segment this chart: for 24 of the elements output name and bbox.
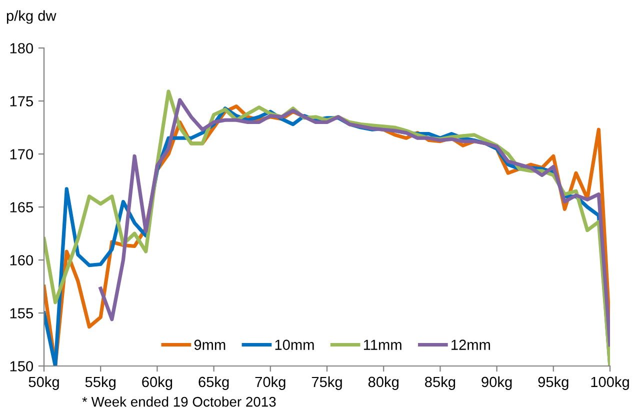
x-tick-label: 80kg — [368, 376, 398, 390]
y-tick-label: 160 — [10, 255, 34, 266]
x-tick-label: 100kg — [591, 376, 629, 390]
legend-label: 10mm — [275, 340, 314, 350]
y-axis-title: p/kg dw — [6, 10, 56, 24]
x-tick-label: 85kg — [425, 376, 456, 390]
x-tick-label: 65kg — [198, 376, 229, 390]
x-tick-label: 90kg — [482, 376, 512, 390]
y-tick-label: 175 — [10, 96, 33, 106]
y-tick-label: 170 — [10, 149, 34, 160]
y-tick-label: 155 — [10, 308, 33, 318]
legend-label: 12mm — [452, 340, 490, 350]
x-tick-label: 50kg — [28, 376, 59, 390]
x-tick-label: 75kg — [312, 376, 342, 390]
legend-label: 9mm — [194, 340, 226, 350]
y-tick-label: 165 — [10, 202, 33, 212]
x-tick-label: 60kg — [142, 376, 172, 390]
y-tick-label: 150 — [10, 361, 34, 372]
legend-label: 11mm — [364, 340, 402, 350]
x-tick-label: 95kg — [538, 376, 568, 390]
x-tick-label: 70kg — [255, 376, 286, 390]
y-tick-label: 180 — [10, 43, 34, 54]
text: * Week ended 19 October 2013 — [82, 396, 276, 407]
x-tick-label: 55kg — [85, 376, 116, 390]
